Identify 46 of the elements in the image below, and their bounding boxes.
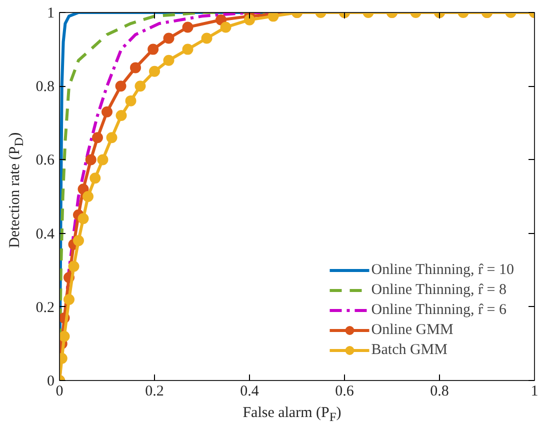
point — [116, 110, 127, 122]
y-tick-label: 0.8 — [36, 79, 54, 96]
point — [64, 294, 74, 306]
point — [68, 260, 80, 272]
point — [268, 12, 279, 22]
point — [125, 95, 136, 106]
point — [102, 106, 112, 118]
legend-label: Online GMM — [371, 322, 454, 338]
point — [182, 44, 194, 55]
point — [134, 80, 146, 92]
y-tick-label: 0 — [47, 374, 54, 390]
y-tick-label: 1 — [47, 6, 54, 22]
legend-label: Online Thinning, r̂ = 8 — [371, 282, 506, 298]
point — [82, 191, 94, 202]
point — [201, 32, 212, 44]
point — [73, 235, 84, 246]
point — [148, 44, 159, 55]
point — [60, 330, 70, 342]
y-tick-label: 0.6 — [36, 152, 55, 169]
x-tick-label: 0.4 — [240, 384, 260, 400]
x-axis-title: False alarm (P$_{F}$) — [242, 404, 342, 426]
legend-label: Online Thinning, r̂ = 6 — [371, 302, 506, 318]
legend-label: Online Thinning, r̂ = 10 — [371, 262, 514, 278]
point — [163, 54, 174, 66]
point — [149, 66, 160, 77]
point — [163, 32, 174, 44]
x-tick-label: 0.8 — [430, 384, 449, 400]
x-tick-label: 1 — [530, 384, 538, 400]
point — [97, 154, 108, 166]
point — [92, 132, 103, 144]
point — [78, 184, 89, 195]
point — [244, 14, 255, 26]
point — [78, 213, 89, 224]
point — [216, 14, 226, 26]
point — [182, 22, 194, 33]
y-tick-label: 0.2 — [36, 300, 54, 316]
y-tick-label: 0.4 — [36, 226, 55, 242]
x-tick-label: 0.2 — [145, 384, 164, 400]
point — [115, 80, 126, 92]
point — [90, 172, 101, 184]
point — [85, 154, 96, 166]
point — [130, 62, 141, 74]
point — [220, 22, 232, 33]
legend-label: Batch GMM — [371, 342, 448, 358]
point — [106, 132, 118, 144]
x-tick-label: 0.6 — [335, 384, 354, 400]
